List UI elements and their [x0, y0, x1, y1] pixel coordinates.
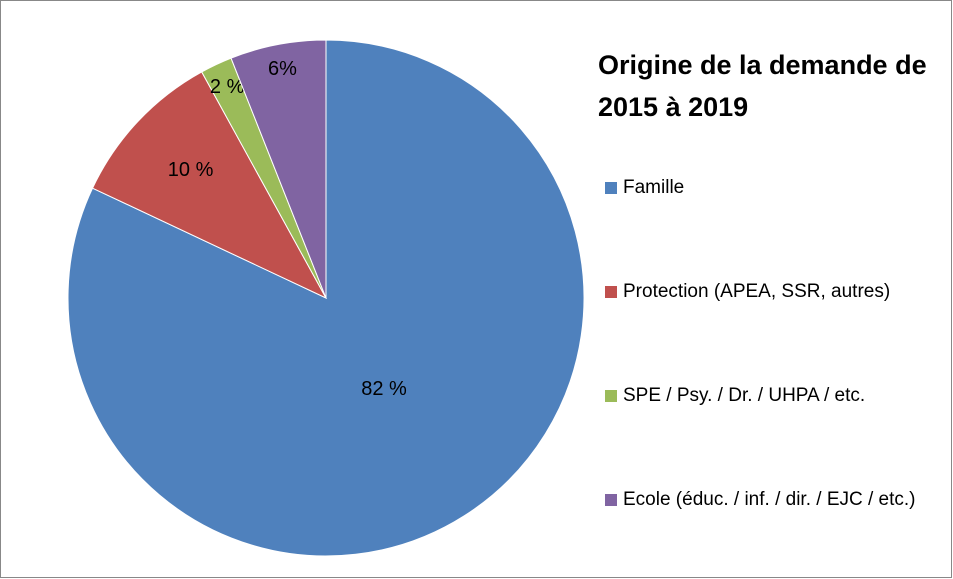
chart-title: Origine de la demande de 2015 à 2019 [598, 50, 927, 122]
legend-swatch [605, 182, 617, 194]
legend-item: Protection (APEA, SSR, autres) [605, 276, 933, 308]
data-label: 2 % [210, 76, 245, 98]
legend-swatch [605, 494, 617, 506]
legend-swatch [605, 286, 617, 298]
data-label: 6% [268, 58, 297, 80]
legend-item: Famille [605, 172, 933, 204]
pie-slice [91, 71, 328, 300]
legend-label: Protection (APEA, SSR, autres) [623, 281, 891, 302]
legend-label: Ecole (éduc. / inf. / dir. / EJC / etc.) [623, 489, 916, 510]
legend-swatch [605, 390, 617, 402]
legend-item: SPE / Psy. / Dr. / UHPA / etc. [605, 380, 933, 412]
data-label: 10 % [168, 159, 214, 181]
legend-item: Ecole (éduc. / inf. / dir. / EJC / etc.) [605, 484, 933, 516]
legend-label: Famille [623, 177, 685, 198]
pie-slice [230, 39, 327, 299]
data-label: 82 % [361, 378, 407, 400]
legend-label: SPE / Psy. / Dr. / UHPA / etc. [623, 385, 866, 406]
